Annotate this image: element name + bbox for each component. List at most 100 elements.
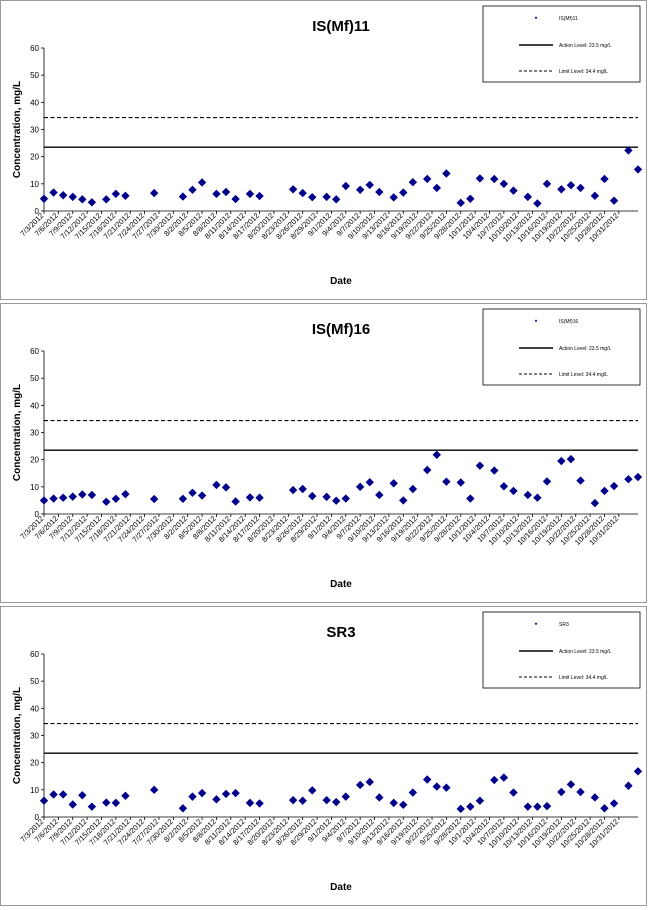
- data-point-sr3: [490, 775, 499, 785]
- data-point-is-mf-16: [78, 490, 87, 499]
- data-point-sr3: [298, 796, 307, 805]
- data-point-sr3: [590, 793, 600, 802]
- y-tick-label: 0: [35, 813, 40, 822]
- data-point-is-mf-16: [490, 466, 499, 475]
- chart-sr3-svg: SR3 SR3 Action Level: 23.5 mg/L Limit Level…: [12, 611, 643, 893]
- data-point-is-mf-16: [523, 490, 533, 500]
- data-point-is-mf-16: [590, 498, 600, 508]
- data-point-is-mf-16: [87, 490, 97, 500]
- data-point-sr3: [197, 788, 207, 798]
- x-axis-label: Date: [330, 882, 352, 893]
- data-point-is-mf-16: [49, 494, 58, 503]
- data-point-is-mf-16: [375, 490, 384, 500]
- y-tick-label: 60: [30, 650, 39, 659]
- data-point-sr3: [149, 785, 159, 795]
- data-point-is-mf-16: [475, 461, 485, 470]
- data-point-sr3: [87, 802, 97, 811]
- data-point-is-mf-16: [355, 482, 365, 492]
- data-point-is-mf-16: [442, 477, 451, 486]
- data-point-sr3: [365, 777, 374, 787]
- y-tick-label: 20: [30, 759, 39, 768]
- data-point-sr3: [255, 799, 264, 808]
- data-point-is-mf-11: [322, 192, 331, 202]
- y-tick-label: 50: [30, 374, 39, 383]
- data-point-is-mf-16: [456, 478, 465, 487]
- data-point-is-mf-11: [341, 181, 350, 191]
- data-point-is-mf-11: [245, 189, 255, 199]
- data-point-sr3: [609, 799, 619, 808]
- chart-panel-ismf16: IS(Mf)16 IS(Mf)16 Action Level: 23.5 mg/L L…: [0, 303, 647, 603]
- data-point-is-mf-11: [499, 179, 509, 189]
- data-point-is-mf-11: [87, 198, 97, 207]
- data-point-is-mf-16: [466, 494, 475, 503]
- data-point-is-mf-11: [255, 191, 264, 201]
- data-point-is-mf-11: [149, 188, 159, 198]
- data-point-is-mf-11: [609, 196, 619, 205]
- data-point-is-mf-16: [332, 496, 341, 505]
- y-tick-label: 20: [30, 153, 39, 162]
- y-tick-label: 40: [30, 704, 39, 713]
- y-tick-label: 40: [30, 401, 39, 410]
- data-point-is-mf-16: [178, 494, 188, 503]
- data-point-is-mf-11: [557, 185, 566, 194]
- data-point-is-mf-11: [442, 169, 451, 178]
- data-point-sr3: [499, 773, 509, 782]
- data-point-is-mf-11: [389, 193, 398, 202]
- data-point-is-mf-11: [111, 189, 121, 199]
- legend-limit-label: Limit Level: 34.4 mg/L: [559, 675, 608, 681]
- y-tick-label: 30: [30, 126, 39, 135]
- legend-limit-label: Limit Level: 34.4 mg/L: [559, 69, 608, 75]
- data-point-is-mf-16: [288, 485, 298, 495]
- data-point-sr3: [509, 788, 518, 797]
- legend-box: [482, 611, 641, 689]
- legend-series-marker: [534, 16, 538, 20]
- chart-panel-ismf11: IS(Mf)11 IS(Mf)11 Action Level: 23.5 mg/L L…: [0, 0, 647, 300]
- data-point-sr3: [121, 791, 130, 801]
- data-point-is-mf-16: [432, 450, 442, 459]
- data-point-is-mf-16: [188, 488, 197, 498]
- data-point-sr3: [102, 798, 111, 807]
- data-point-sr3: [322, 795, 331, 805]
- data-point-is-mf-16: [308, 491, 317, 501]
- data-point-is-mf-11: [590, 191, 600, 200]
- data-point-is-mf-16: [624, 475, 633, 484]
- data-point-is-mf-11: [58, 191, 68, 200]
- data-point-is-mf-11: [432, 183, 442, 193]
- y-tick-label: 20: [30, 456, 39, 465]
- data-point-sr3: [399, 800, 408, 809]
- x-axis-label: Date: [330, 579, 352, 590]
- data-point-sr3: [341, 792, 350, 801]
- y-tick-label: 50: [30, 71, 39, 80]
- data-point-is-mf-11: [221, 187, 231, 197]
- data-point-sr3: [624, 781, 633, 790]
- data-point-is-mf-16: [533, 493, 542, 502]
- data-point-is-mf-16: [197, 491, 207, 500]
- data-point-sr3: [221, 789, 231, 799]
- data-point-sr3: [542, 801, 552, 811]
- data-point-is-mf-11: [576, 183, 585, 193]
- data-point-is-mf-16: [423, 465, 432, 475]
- legend-box: [482, 308, 641, 386]
- data-point-sr3: [566, 780, 576, 789]
- data-point-sr3: [633, 767, 643, 776]
- data-point-is-mf-11: [523, 192, 533, 202]
- data-point-is-mf-16: [600, 486, 609, 496]
- data-point-is-mf-11: [375, 187, 384, 197]
- data-point-is-mf-11: [365, 180, 374, 190]
- data-point-sr3: [423, 775, 432, 784]
- data-point-sr3: [245, 798, 255, 808]
- data-point-is-mf-11: [509, 186, 518, 195]
- legend-box: [482, 5, 641, 83]
- data-point-is-mf-11: [456, 198, 465, 208]
- data-point-sr3: [39, 796, 49, 805]
- data-point-is-mf-11: [490, 174, 499, 184]
- data-point-is-mf-11: [231, 194, 240, 204]
- data-point-is-mf-11: [298, 188, 307, 198]
- data-point-is-mf-16: [633, 472, 643, 482]
- data-point-is-mf-11: [633, 165, 643, 174]
- data-point-is-mf-11: [102, 195, 111, 204]
- data-point-is-mf-11: [188, 185, 197, 195]
- data-point-is-mf-16: [322, 492, 331, 502]
- data-point-is-mf-11: [475, 174, 485, 183]
- data-point-is-mf-16: [499, 482, 509, 491]
